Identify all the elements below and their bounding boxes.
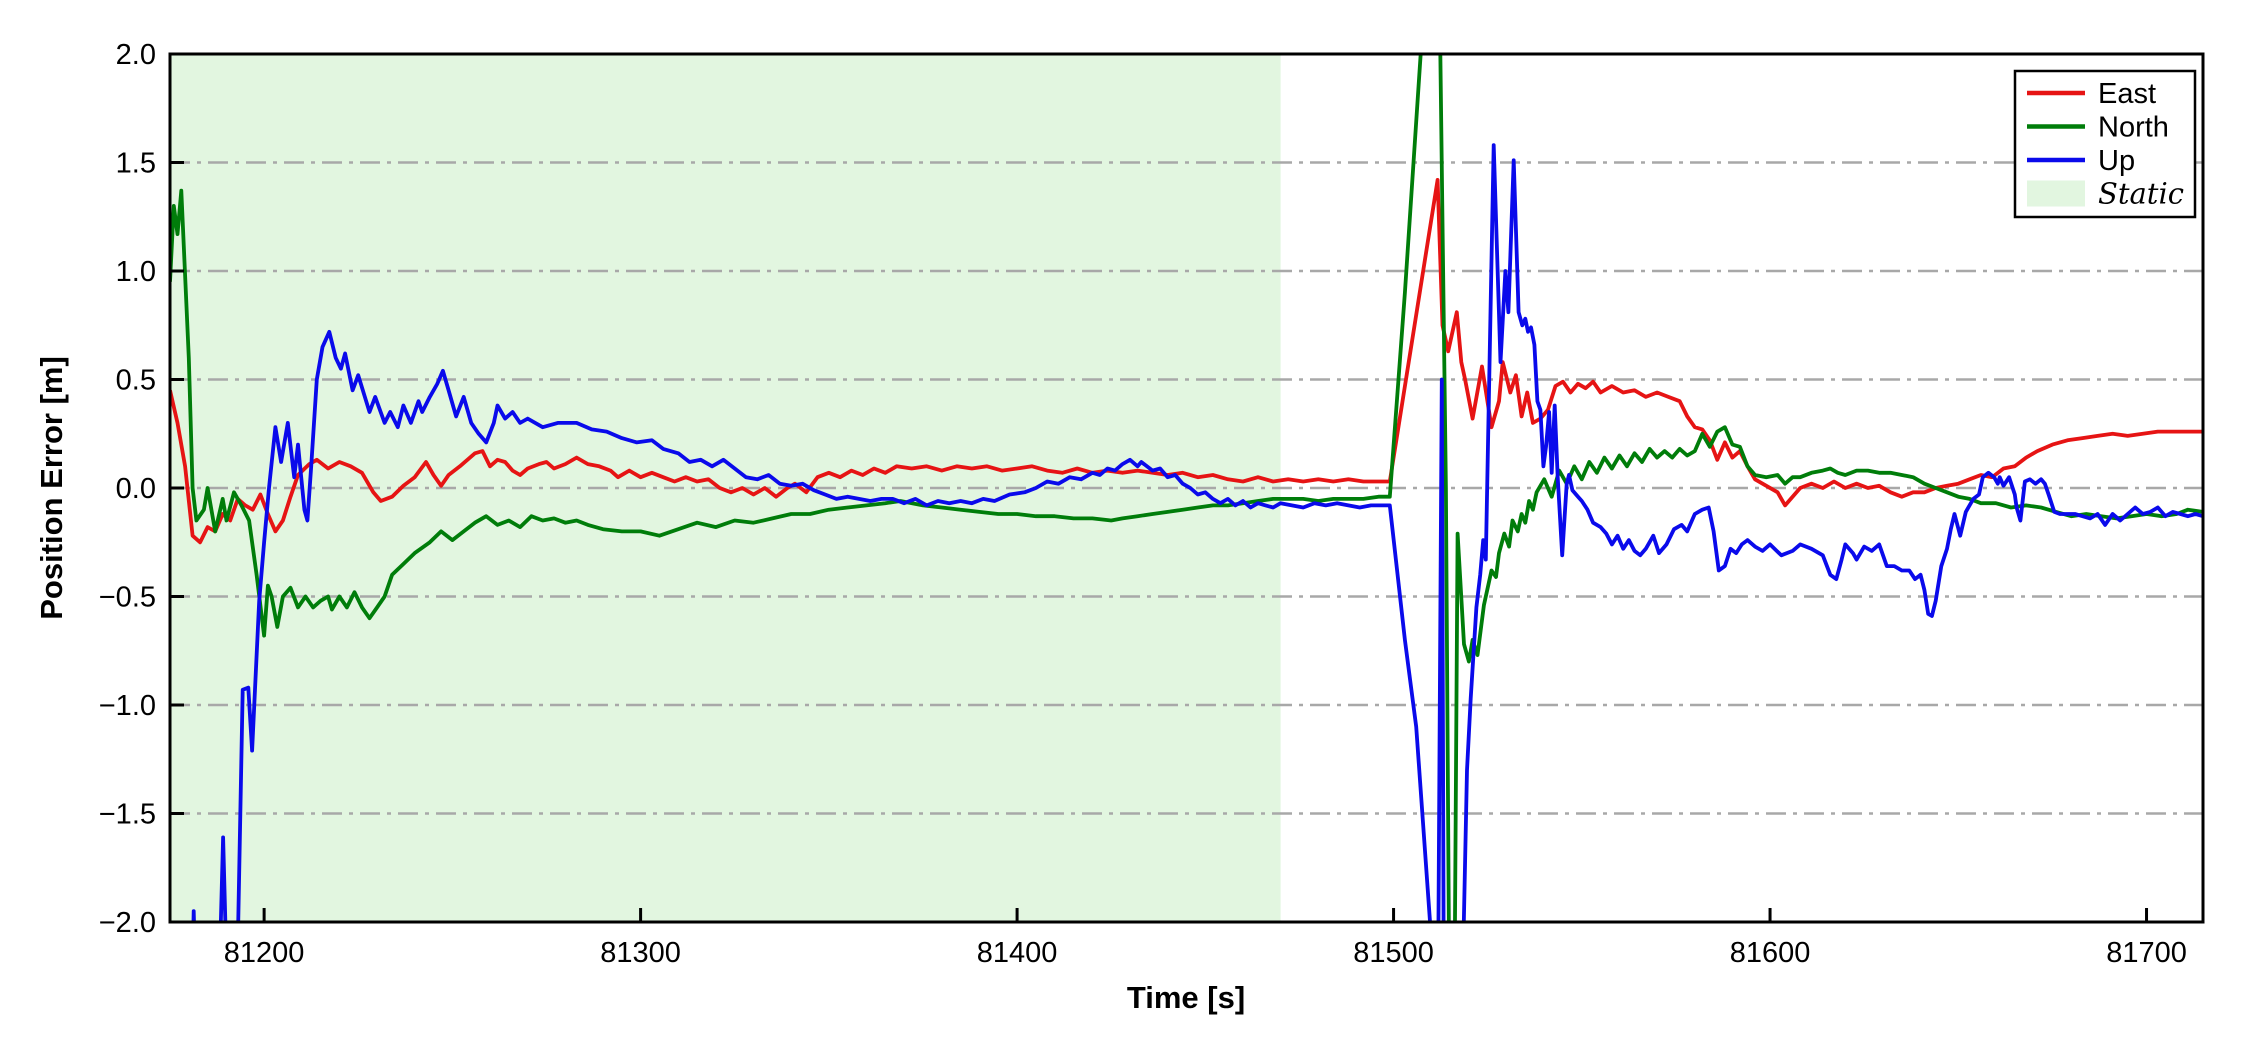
legend-label-static: Static bbox=[2098, 177, 2184, 211]
y-tick-label: 1.0 bbox=[116, 256, 156, 288]
x-tick-label: 81600 bbox=[1730, 937, 1811, 969]
series-layer bbox=[170, 54, 2203, 922]
tick-label-layer: 81200 81300 81400 81500 81600 81700 2.0 1.5 1.0 0… bbox=[99, 39, 2187, 969]
x-axis-label: Time [s] bbox=[1127, 980, 1245, 1015]
y-tick-label: 1.5 bbox=[116, 148, 156, 180]
series-line-up bbox=[191, 143, 2203, 922]
legend-swatch-static bbox=[2027, 180, 2085, 207]
x-tick-label: 81500 bbox=[1353, 937, 1434, 969]
tick-layer bbox=[170, 52, 2149, 924]
legend-label-north: North bbox=[2098, 112, 2169, 144]
y-axis-label: Position Error [m] bbox=[34, 356, 69, 620]
y-tick-label: 0.0 bbox=[116, 473, 156, 505]
y-tick-label: 0.5 bbox=[116, 365, 156, 397]
x-tick-label: 81200 bbox=[224, 937, 305, 969]
legend-item-north: North bbox=[2027, 112, 2169, 144]
legend-item-up: Up bbox=[2027, 145, 2135, 177]
y-tick-label: −1.5 bbox=[99, 799, 156, 831]
legend-label-east: East bbox=[2098, 78, 2156, 110]
y-tick-label: −2.0 bbox=[99, 907, 156, 939]
x-tick-label: 81700 bbox=[2106, 937, 2187, 969]
legend-label-up: Up bbox=[2098, 145, 2135, 177]
y-tick-label: 2.0 bbox=[116, 39, 156, 71]
x-tick-label: 81300 bbox=[600, 937, 681, 969]
legend-item-static: Static bbox=[2027, 177, 2184, 211]
y-tick-label: −1.0 bbox=[99, 690, 156, 722]
x-tick-label: 81400 bbox=[977, 937, 1058, 969]
legend-item-east: East bbox=[2027, 78, 2156, 110]
y-tick-label: −0.5 bbox=[99, 582, 156, 614]
series-line-north bbox=[170, 54, 2203, 922]
